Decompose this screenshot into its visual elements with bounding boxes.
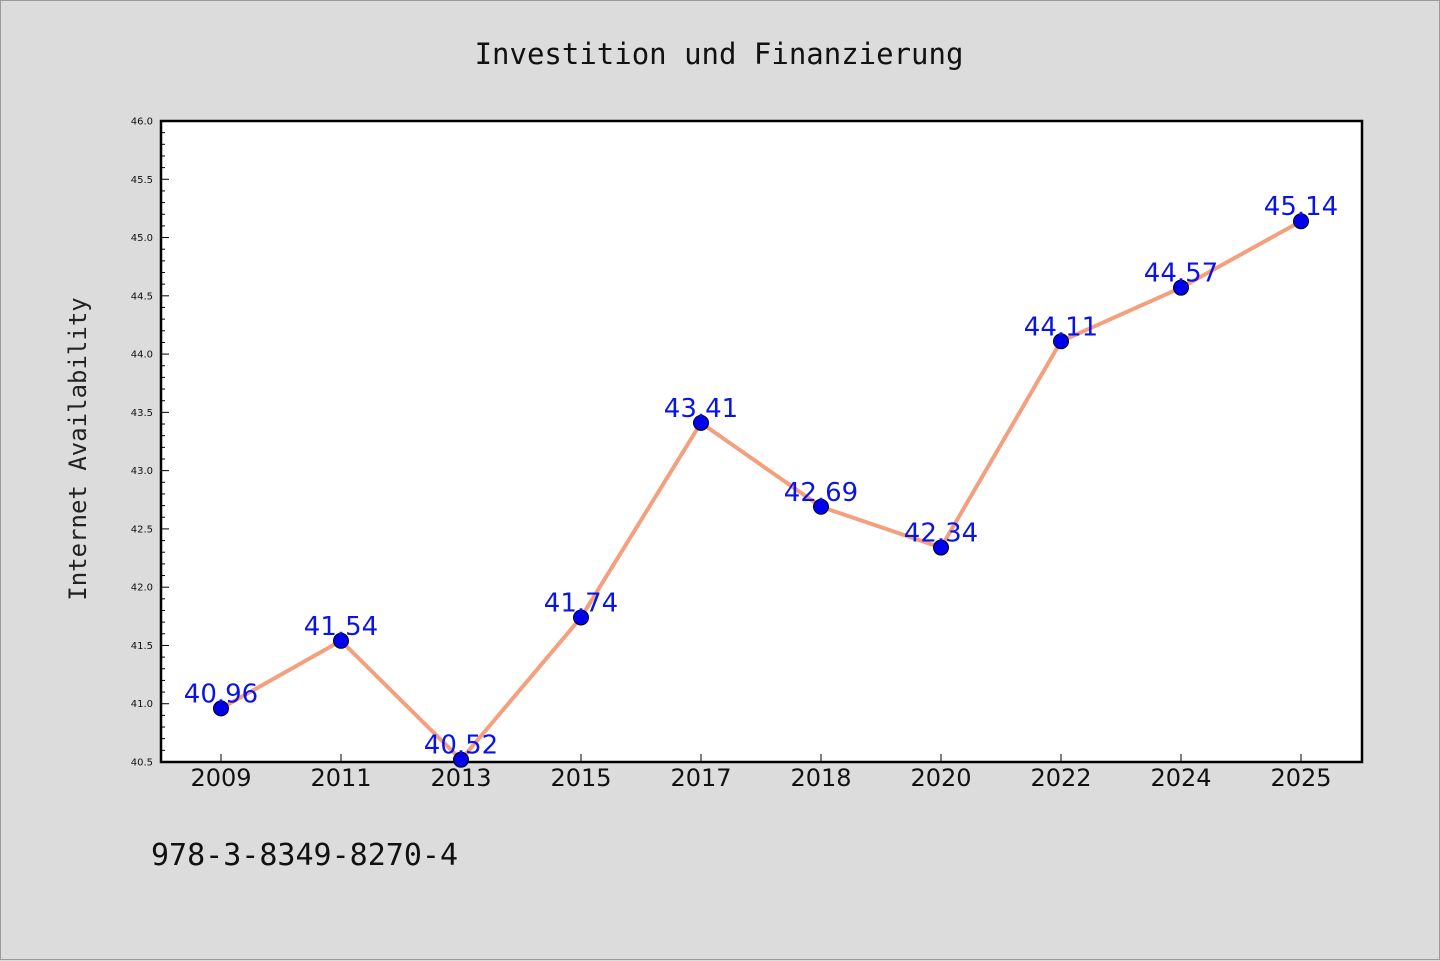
y-tick-label: 43.0 <box>131 466 153 477</box>
data-label: 40.96 <box>184 679 258 709</box>
x-tick-label: 2009 <box>190 764 251 792</box>
x-tick-label: 2022 <box>1030 764 1091 792</box>
x-tick-label: 2011 <box>310 764 371 792</box>
x-tick-label: 2025 <box>1270 764 1331 792</box>
data-point <box>1053 333 1069 350</box>
data-label: 45.14 <box>1264 192 1338 222</box>
y-tick-label: 45.0 <box>131 233 153 244</box>
y-axis-label: Internet Availability <box>64 297 92 600</box>
data-point <box>933 539 949 556</box>
data-label: 43.41 <box>664 394 738 424</box>
x-tick-label: 2018 <box>790 764 851 792</box>
data-point <box>1173 279 1189 296</box>
x-tick-label: 2015 <box>550 764 611 792</box>
data-label: 44.57 <box>1144 259 1218 289</box>
y-axis: 40.5 41.0 41.5 42.0 42.5 43.0 43.5 44.0 44.5 45.0… <box>131 117 169 769</box>
data-label: 44.11 <box>1024 312 1098 342</box>
data-point <box>693 414 709 431</box>
y-tick-label: 43.5 <box>131 408 153 419</box>
data-label: 41.54 <box>304 612 378 642</box>
data-point <box>213 700 229 717</box>
y-tick-label: 46.0 <box>131 117 153 128</box>
y-tick-label: 40.5 <box>131 758 153 769</box>
chart-title: Investition und Finanzierung <box>475 37 964 71</box>
plot-area <box>159 119 1364 764</box>
data-label: 42.34 <box>904 519 978 549</box>
y-tick-label: 42.5 <box>131 524 153 535</box>
data-point <box>573 609 589 626</box>
y-tick-label: 41.5 <box>131 641 153 652</box>
footer-isbn: 978-3-8349-8270-4 <box>151 838 458 873</box>
series-layer: 40.96 41.54 40.52 41.74 43.41 42.69 42.34 44.11… <box>184 192 1338 768</box>
y-tick-label: 41.0 <box>131 699 153 710</box>
series-line <box>220 219 1302 762</box>
x-tick-label: 2024 <box>1150 764 1211 792</box>
y-tick-label: 44.5 <box>131 291 153 302</box>
y-tick-label: 42.0 <box>131 583 153 594</box>
y-tick-label: 44.0 <box>131 350 153 361</box>
data-label: 41.74 <box>544 588 618 618</box>
x-tick-label: 2017 <box>670 764 731 792</box>
data-point <box>333 632 349 649</box>
data-point <box>453 751 469 768</box>
x-tick-label: 2013 <box>430 764 491 792</box>
x-axis: 2009 2011 2013 2015 2017 2018 2020 2022 2024 2025 <box>190 754 1332 792</box>
y-tick-label: 45.5 <box>131 175 153 186</box>
x-tick-label: 2020 <box>910 764 971 792</box>
data-label: 42.69 <box>784 478 858 508</box>
data-point <box>1293 213 1309 230</box>
data-label: 40.52 <box>424 731 498 761</box>
data-point <box>813 498 829 515</box>
